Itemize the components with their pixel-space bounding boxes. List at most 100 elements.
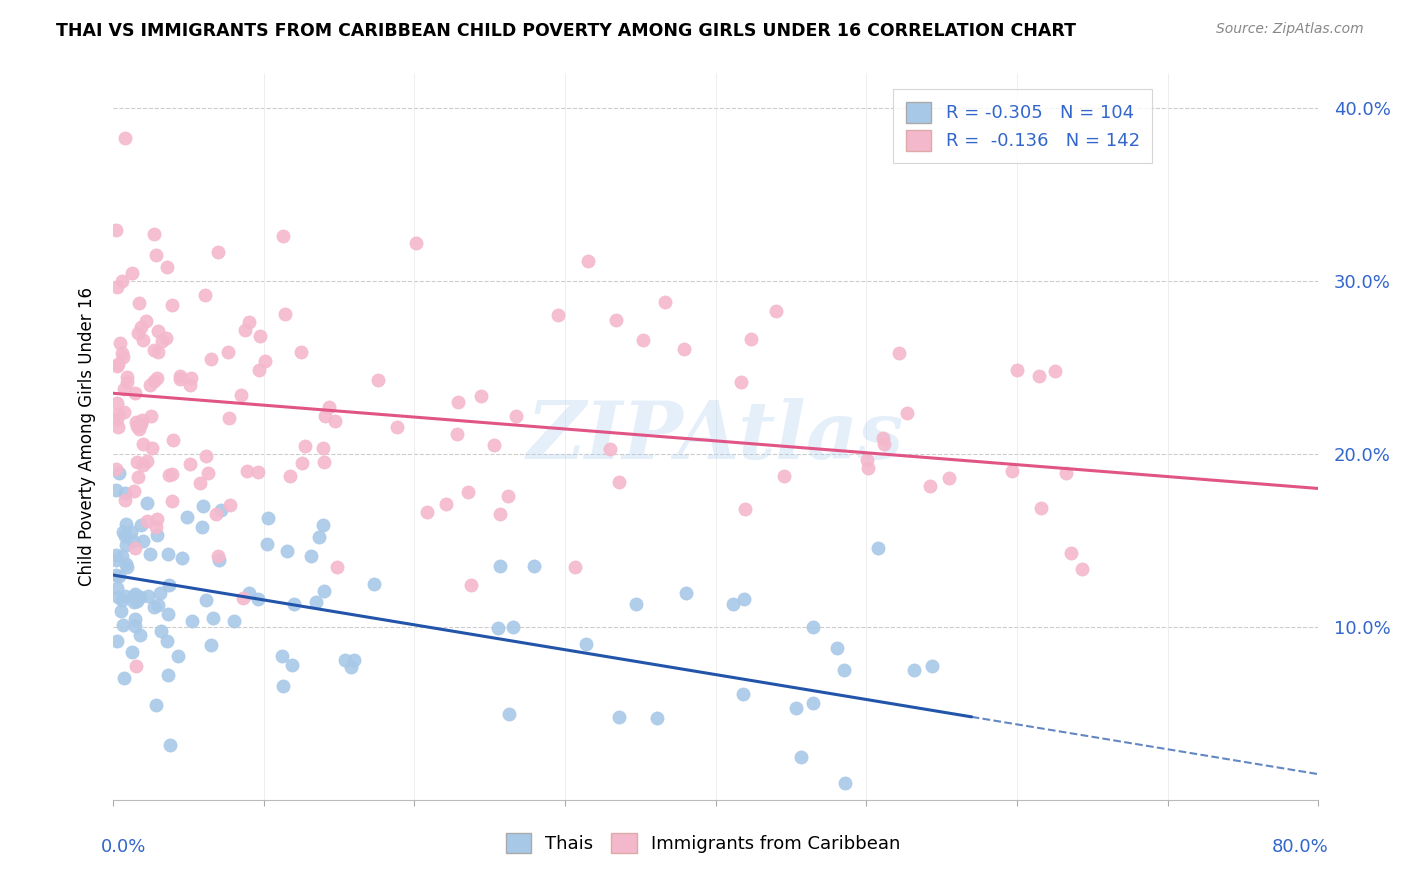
Point xyxy=(773,469,796,483)
Point xyxy=(160,298,183,312)
Point xyxy=(104,483,127,498)
Point xyxy=(181,614,204,628)
Point xyxy=(207,245,229,260)
Point xyxy=(156,260,179,274)
Point xyxy=(312,583,335,598)
Point xyxy=(1045,364,1067,378)
Point xyxy=(547,309,569,323)
Point xyxy=(157,547,180,561)
Point xyxy=(120,524,142,539)
Point xyxy=(271,228,294,243)
Point xyxy=(195,449,218,463)
Point xyxy=(156,607,179,621)
Point xyxy=(733,591,755,606)
Point xyxy=(498,707,520,722)
Point xyxy=(129,518,152,533)
Point xyxy=(367,373,389,387)
Point xyxy=(117,559,139,574)
Point xyxy=(790,750,813,764)
Point xyxy=(498,489,520,503)
Point xyxy=(121,266,143,280)
Point xyxy=(167,648,190,663)
Point xyxy=(734,502,756,516)
Point xyxy=(112,617,135,632)
Point xyxy=(145,698,167,712)
Point xyxy=(162,494,184,508)
Point xyxy=(124,611,146,625)
Point xyxy=(217,345,239,359)
Point xyxy=(434,497,457,511)
Point xyxy=(460,577,482,591)
Point xyxy=(312,441,335,455)
Point xyxy=(301,549,323,564)
Point xyxy=(276,543,298,558)
Point xyxy=(576,253,599,268)
Point xyxy=(271,679,294,693)
Point xyxy=(731,687,754,701)
Point xyxy=(128,421,150,435)
Point xyxy=(256,537,278,551)
Point xyxy=(124,618,146,632)
Point xyxy=(122,484,145,499)
Point xyxy=(200,352,222,367)
Point xyxy=(146,371,169,385)
Point xyxy=(136,590,159,604)
Point xyxy=(218,498,240,512)
Point xyxy=(938,471,960,485)
Legend: R = -0.305   N = 104, R =  -0.136   N = 142: R = -0.305 N = 104, R = -0.136 N = 142 xyxy=(893,89,1153,163)
Point xyxy=(323,414,346,428)
Point xyxy=(308,530,330,544)
Point xyxy=(233,323,256,337)
Point xyxy=(247,363,270,377)
Point xyxy=(138,377,160,392)
Point xyxy=(115,558,138,572)
Point xyxy=(856,453,879,467)
Point xyxy=(921,658,943,673)
Point xyxy=(111,549,134,563)
Point xyxy=(314,455,336,469)
Point xyxy=(326,560,349,574)
Point xyxy=(256,511,278,525)
Point xyxy=(205,508,228,522)
Point xyxy=(128,628,150,642)
Point xyxy=(112,671,135,685)
Point xyxy=(191,519,214,533)
Point xyxy=(278,468,301,483)
Point xyxy=(201,610,224,624)
Point xyxy=(138,547,160,561)
Point xyxy=(564,560,586,574)
Point xyxy=(305,595,328,609)
Point xyxy=(145,519,167,533)
Point xyxy=(271,649,294,664)
Point xyxy=(107,591,129,605)
Point xyxy=(124,587,146,601)
Text: ZIPAtlas: ZIPAtlas xyxy=(527,398,904,475)
Point xyxy=(281,657,304,672)
Point xyxy=(188,475,211,490)
Point xyxy=(115,517,138,532)
Text: Source: ZipAtlas.com: Source: ZipAtlas.com xyxy=(1216,22,1364,37)
Point xyxy=(675,586,697,600)
Point xyxy=(112,524,135,539)
Point xyxy=(502,620,524,634)
Point xyxy=(446,427,468,442)
Point xyxy=(246,592,269,607)
Point xyxy=(146,528,169,542)
Point xyxy=(191,499,214,513)
Point xyxy=(160,467,183,481)
Point xyxy=(486,621,509,635)
Point xyxy=(146,512,169,526)
Point xyxy=(169,369,191,384)
Point xyxy=(314,409,336,424)
Point xyxy=(104,462,127,476)
Text: 80.0%: 80.0% xyxy=(1272,838,1329,855)
Point xyxy=(1001,464,1024,478)
Point xyxy=(104,223,127,237)
Point xyxy=(141,441,163,455)
Point xyxy=(1070,562,1092,576)
Point xyxy=(127,470,149,484)
Point xyxy=(1059,545,1081,559)
Point xyxy=(108,569,131,583)
Point xyxy=(131,533,153,548)
Point xyxy=(218,411,240,425)
